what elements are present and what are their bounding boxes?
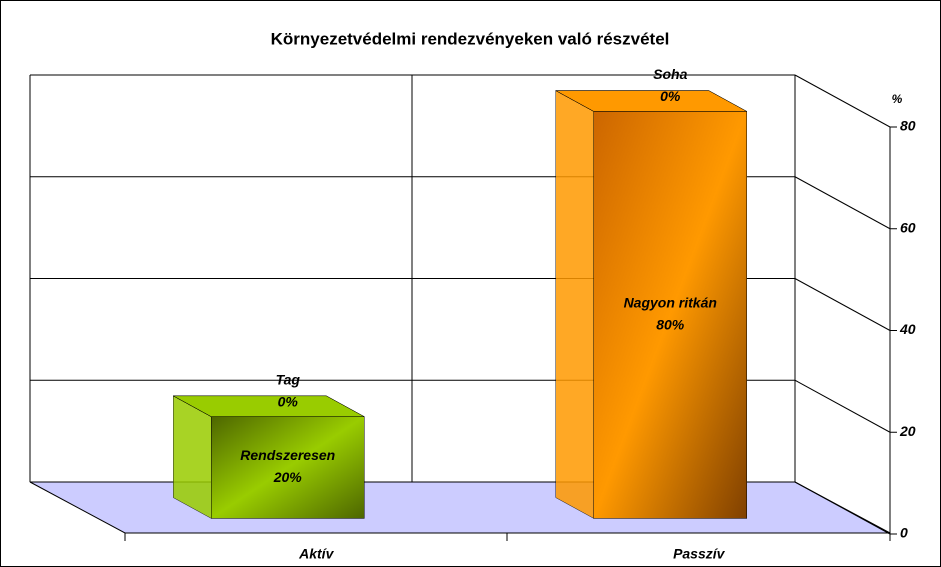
bar-top: [555, 90, 747, 112]
y-tick-label: 20: [899, 423, 916, 439]
data-label: 20%: [273, 469, 303, 485]
data-label: 80%: [656, 317, 685, 333]
data-label-name: Soha: [653, 66, 687, 82]
chart-title: Környezetvédelmi rendezvényeken való rés…: [271, 29, 670, 48]
data-label: 0%: [278, 393, 299, 409]
bar-segment: [555, 90, 747, 112]
x-tick-label: Passzív: [673, 546, 726, 562]
grid-line: [794, 74, 891, 128]
floor: [29, 481, 891, 534]
grid-line: [794, 379, 891, 433]
bar-top: [173, 395, 365, 417]
bar-segment: [555, 90, 747, 519]
data-label-name: Rendszeresen: [240, 447, 335, 463]
grid-line: [794, 176, 891, 230]
bar-side: [555, 90, 594, 519]
y-tick-label: 60: [900, 219, 916, 235]
grid-line: [794, 278, 891, 331]
data-label-name: Nagyon ritkán: [624, 295, 717, 311]
data-label: 0%: [660, 88, 681, 104]
bar-front: [211, 416, 365, 519]
y-tick-label: 0: [900, 525, 908, 541]
y-axis-label: %: [892, 92, 903, 106]
y-tick-label: 40: [899, 321, 916, 337]
data-label-name: Tag: [276, 371, 301, 387]
grid-line: [794, 481, 891, 535]
bar-front: [593, 111, 747, 519]
bar-side: [173, 395, 212, 519]
bar-segment: [173, 395, 365, 417]
y-tick-label: 80: [900, 118, 916, 134]
x-tick-label: Aktív: [298, 546, 334, 562]
